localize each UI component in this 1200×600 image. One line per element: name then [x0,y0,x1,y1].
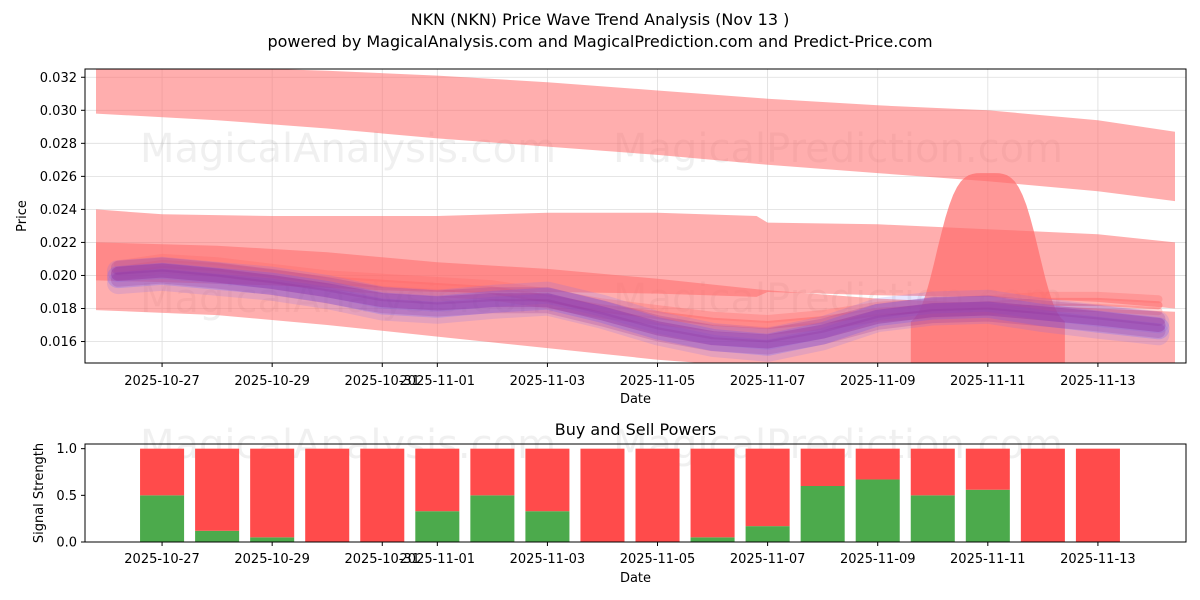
x-tick-label: 2025-10-27 [124,552,200,567]
y-tick-label: 0.020 [40,269,77,284]
buy-bar [690,537,735,542]
buy-bar [965,489,1010,542]
y-tick-label: 0.024 [40,203,77,218]
plot-area [96,69,1175,363]
x-tick-label: 2025-11-05 [620,374,696,389]
x-tick-label: 2025-11-03 [510,374,586,389]
sell-bar [690,448,735,538]
chart-title: NKN (NKN) Price Wave Trend Analysis (Nov… [410,10,790,29]
x-tick-label: 2025-11-09 [840,552,916,567]
x-tick-label: 2025-10-27 [124,374,200,389]
sell-bar [1020,448,1065,542]
buy-bar [415,511,460,542]
top-axes-frame [84,68,1187,364]
buy-bar [195,530,240,542]
y-tick-label: 0.032 [40,71,77,86]
x-tick-label: 2025-10-29 [234,552,310,567]
buy-bar [525,511,570,542]
spike-nov-11-spike [910,173,1065,363]
y-tick-label: 0.016 [40,335,77,350]
sell-bar [415,448,460,512]
sell-bar [800,448,845,486]
y-tick-label: 0.022 [40,236,77,251]
series-line-blue-wave [107,268,1170,362]
sell-bar [1075,448,1120,542]
series-line-red-forecast [114,265,1163,335]
y-axis-label: Price [15,200,30,232]
chart-subtitle: powered by MagicalAnalysis.com and Magic… [267,32,933,51]
y-tick-label: 0.028 [40,137,77,152]
buy-bar [745,526,790,542]
sell-bar [965,448,1010,490]
series-line-purple-wave [111,257,1166,343]
series-line-blue-wave [107,262,1170,356]
y-tick-label: 0.018 [40,302,77,317]
sell-bar [140,448,185,496]
sell-bar [580,448,625,542]
x-tick-label: 2025-10-29 [234,374,310,389]
series-line-red-forecast [114,253,1163,323]
x-tick-label: 2025-10-31 [344,374,420,389]
sell-bar [525,448,570,512]
sell-bar [305,448,350,542]
band-lower-channel [96,242,1175,363]
sell-bar [360,448,405,542]
sell-bar [635,448,680,542]
sell-bar [910,448,955,496]
series-line-blue-wave [107,256,1170,350]
sell-bar [745,448,790,527]
bottom-axes-frame [84,443,1187,543]
sell-bar [855,448,900,480]
buy-bar [140,495,185,542]
x-tick-label: 2025-11-01 [400,374,476,389]
x-axis-label: Date [620,571,651,586]
buy-bar [470,495,515,542]
y-tick-label: 0.0 [56,536,77,551]
y-tick-label: 0.5 [56,489,77,504]
x-tick-label: 2025-10-31 [344,552,420,567]
buy-bar [250,537,295,542]
x-tick-label: 2025-11-13 [1060,552,1136,567]
x-tick-label: 2025-11-09 [840,374,916,389]
sell-bar [470,448,515,496]
x-tick-label: 2025-11-05 [620,552,696,567]
x-axis-label: Date [620,392,651,407]
x-tick-label: 2025-11-07 [730,552,806,567]
x-tick-label: 2025-11-03 [510,552,586,567]
buy-bar [800,486,845,542]
x-tick-label: 2025-11-11 [950,374,1026,389]
sell-bar [195,448,240,531]
y-tick-label: 0.026 [40,170,77,185]
x-tick-label: 2025-11-11 [950,552,1026,567]
x-tick-label: 2025-11-01 [400,552,476,567]
series-line-purple-wave [111,269,1166,355]
y-axis-label: Signal Strength [32,443,47,543]
bars-title: Buy and Sell Powers [555,420,717,439]
x-tick-label: 2025-11-07 [730,374,806,389]
buy-bar [910,495,955,542]
series-line-red-forecast [114,259,1163,329]
band-upper-channel [96,69,1175,202]
series-line-purple-wave [111,263,1166,349]
buy-bar [855,479,900,542]
y-tick-label: 1.0 [56,442,77,457]
x-tick-label: 2025-11-13 [1060,374,1136,389]
sell-bar [250,448,295,538]
y-tick-label: 0.030 [40,104,77,119]
